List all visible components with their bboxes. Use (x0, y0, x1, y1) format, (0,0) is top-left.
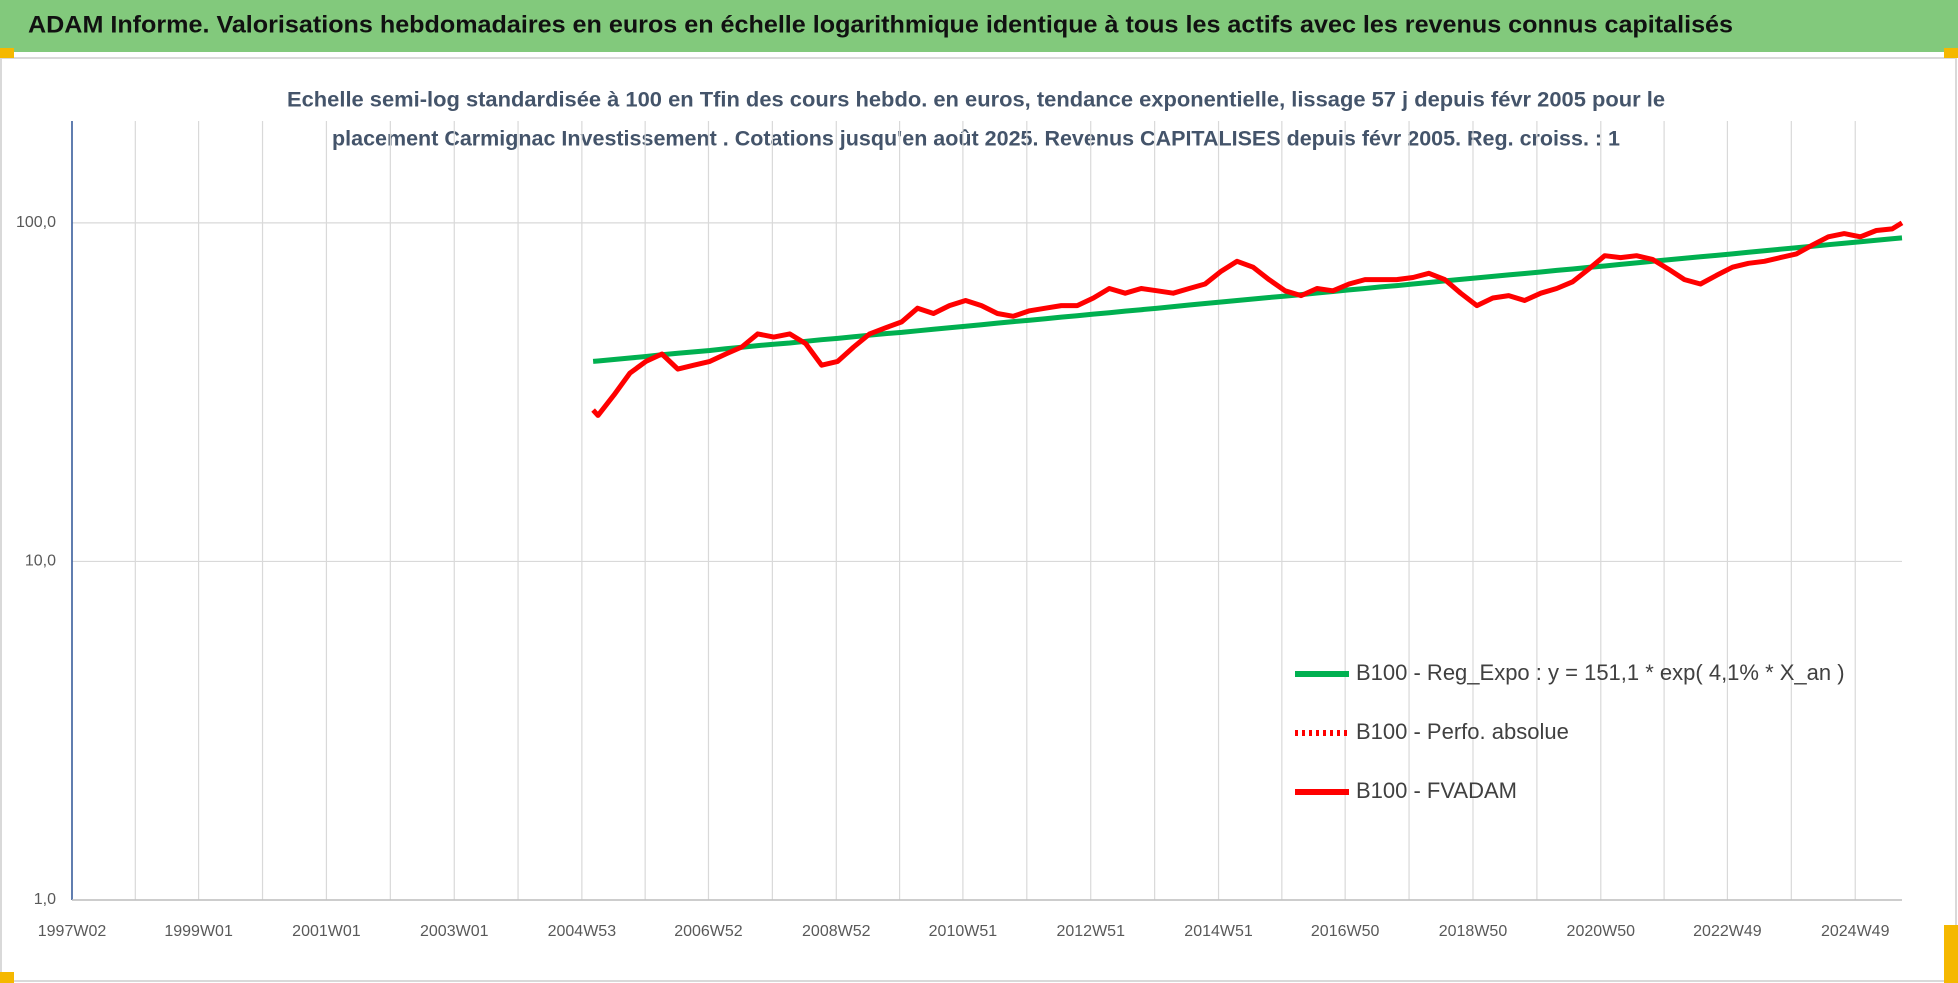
y-tick-label: 10,0 (25, 553, 56, 570)
x-tick-label: 2016W50 (1311, 923, 1380, 940)
x-tick-label: 2014W51 (1184, 923, 1253, 940)
x-tick-label: 2012W51 (1056, 923, 1125, 940)
legend-label: B100 - FVADAM (1356, 778, 1517, 803)
corner-mark (1944, 925, 1958, 983)
x-tick-label: 2024W49 (1821, 923, 1890, 940)
corner-mark (0, 972, 14, 983)
page-title: ADAM Informe. Valorisations hebdomadaire… (28, 11, 1733, 38)
x-tick-label: 2001W01 (292, 923, 361, 940)
chart-title: placement Carmignac Investissement . Cot… (332, 128, 1620, 151)
x-tick-label: 2020W50 (1567, 923, 1636, 940)
x-tick-label: 2010W51 (929, 923, 998, 940)
x-tick-label: 2008W52 (802, 923, 871, 940)
corner-mark (0, 48, 14, 58)
x-tick-label: 2003W01 (420, 923, 489, 940)
legend-label: B100 - Perfo. absolue (1356, 719, 1569, 744)
legend-label: B100 - Reg_Expo : y = 151,1 * exp( 4,1% … (1356, 660, 1845, 685)
x-tick-label: 2006W52 (674, 923, 743, 940)
chart-title: Echelle semi-log standardisée à 100 en T… (287, 89, 1665, 112)
series-line (591, 220, 1904, 418)
x-tick-label: 1999W01 (164, 923, 233, 940)
chart-frame (0, 57, 1957, 982)
x-tick-label: 2004W53 (548, 923, 617, 940)
y-tick-label: 1,0 (34, 891, 56, 908)
corner-mark (1944, 48, 1958, 58)
x-tick-label: 2022W49 (1693, 923, 1762, 940)
plot-area: 1,0 10,0 100,0 1997W02 1999W01 2001W01 2003W01… (16, 121, 1904, 940)
x-tick-label: 1997W02 (38, 923, 107, 940)
x-tick-label: 2018W50 (1439, 923, 1508, 940)
y-tick-label: 100,0 (16, 214, 56, 231)
header-bar (0, 0, 1958, 52)
